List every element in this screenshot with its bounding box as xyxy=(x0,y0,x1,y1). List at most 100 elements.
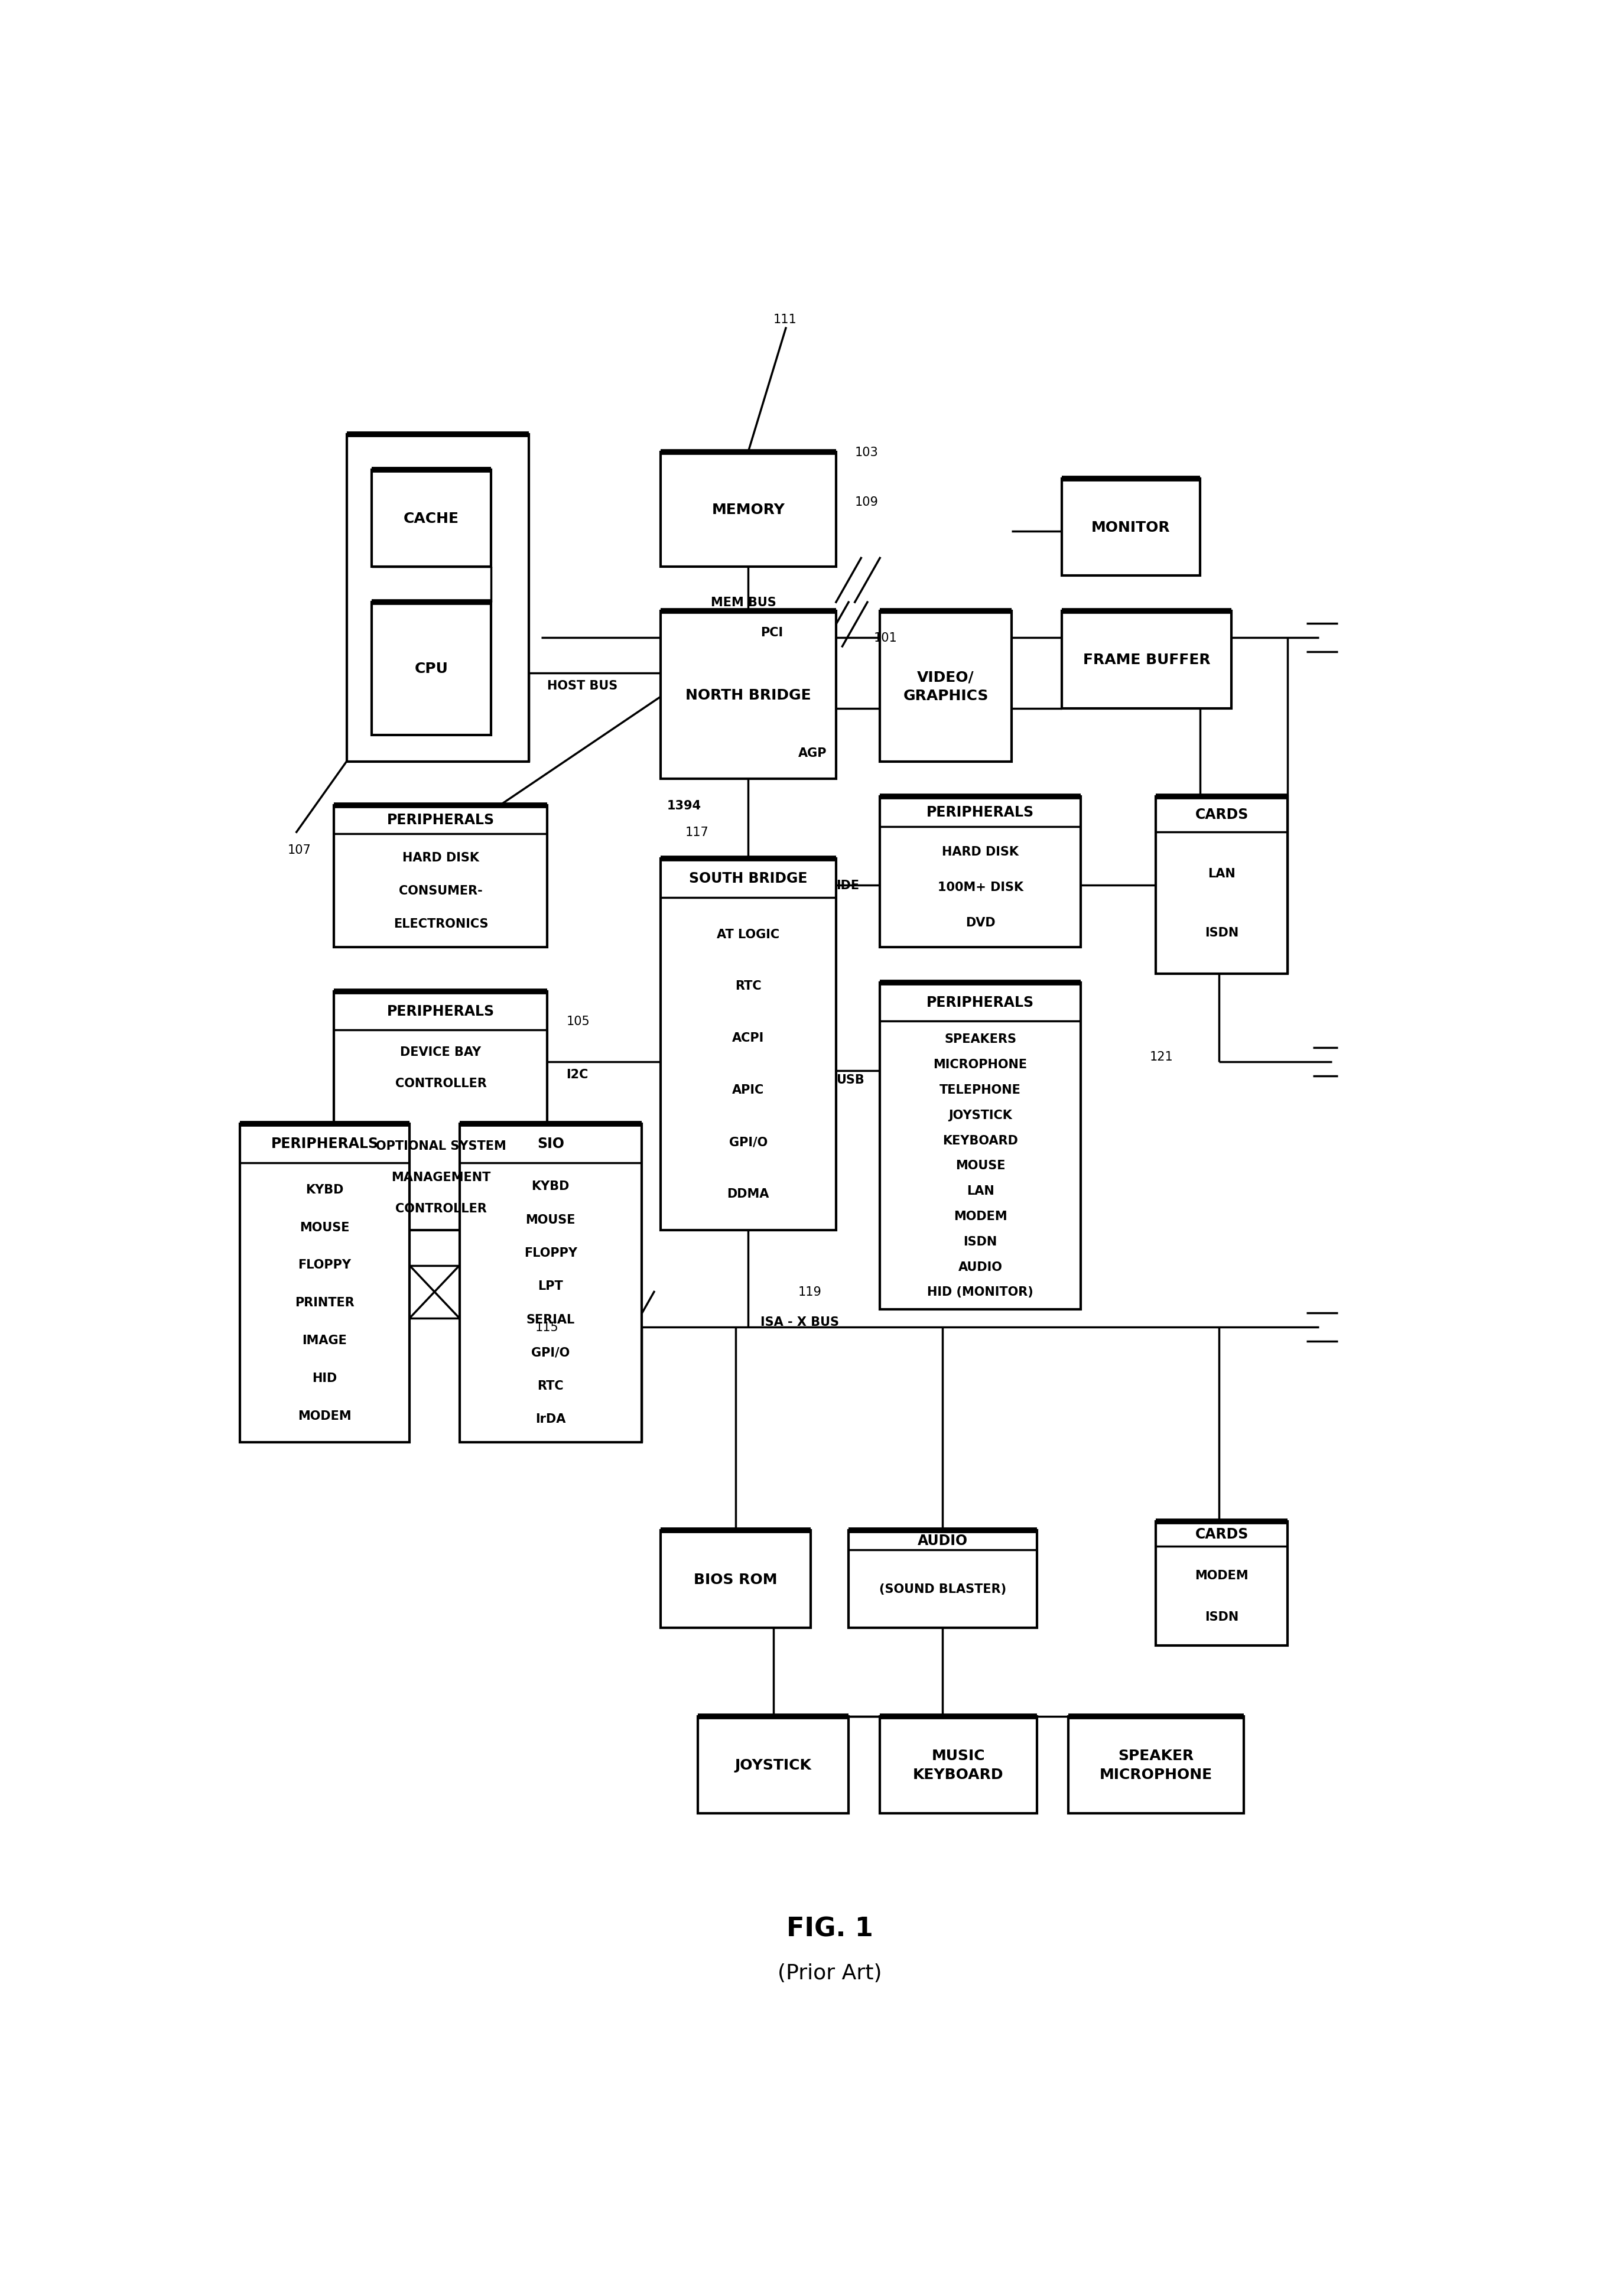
Text: OPTIONAL SYSTEM: OPTIONAL SYSTEM xyxy=(376,1141,507,1153)
Text: I2C: I2C xyxy=(567,1068,588,1081)
Text: CARDS: CARDS xyxy=(1195,808,1248,822)
Bar xyxy=(661,1531,811,1628)
Text: GPI/O: GPI/O xyxy=(531,1348,570,1359)
Bar xyxy=(1069,1717,1243,1814)
Text: DEVICE BAY: DEVICE BAY xyxy=(400,1047,481,1058)
Bar xyxy=(372,602,491,735)
Text: 111: 111 xyxy=(774,315,797,326)
Bar xyxy=(661,859,835,1231)
Text: HID: HID xyxy=(312,1373,337,1384)
Text: ISDN: ISDN xyxy=(1205,928,1239,939)
Text: FLOPPY: FLOPPY xyxy=(298,1258,351,1272)
Text: ELECTRONICS: ELECTRONICS xyxy=(393,918,489,930)
Text: PERIPHERALS: PERIPHERALS xyxy=(387,1003,494,1017)
Text: HARD DISK: HARD DISK xyxy=(403,852,479,863)
Text: IDE: IDE xyxy=(835,879,860,891)
Text: SPEAKER
MICROPHONE: SPEAKER MICROPHONE xyxy=(1099,1750,1213,1782)
Text: MODEM: MODEM xyxy=(298,1410,351,1421)
Text: 107: 107 xyxy=(288,845,311,856)
Text: MOUSE: MOUSE xyxy=(300,1221,350,1233)
Text: KEYBOARD: KEYBOARD xyxy=(942,1134,1018,1146)
Text: 1394: 1394 xyxy=(667,799,701,813)
Text: PRINTER: PRINTER xyxy=(295,1297,355,1309)
Text: 103: 103 xyxy=(855,445,879,459)
Text: FRAME BUFFER: FRAME BUFFER xyxy=(1083,652,1211,668)
Bar xyxy=(1156,797,1287,974)
Text: MOUSE: MOUSE xyxy=(955,1159,1005,1171)
Text: CARDS: CARDS xyxy=(1195,1527,1248,1541)
Text: PERIPHERALS: PERIPHERALS xyxy=(926,994,1035,1010)
Text: VIDEO/
GRAPHICS: VIDEO/ GRAPHICS xyxy=(903,670,989,703)
Text: KYBD: KYBD xyxy=(306,1182,343,1196)
Text: ISDN: ISDN xyxy=(963,1235,997,1247)
Text: 101: 101 xyxy=(874,631,897,643)
Text: MEMORY: MEMORY xyxy=(712,503,785,517)
Bar xyxy=(1062,611,1230,709)
Text: 121: 121 xyxy=(1149,1052,1174,1063)
Bar xyxy=(881,983,1081,1309)
Bar xyxy=(661,611,835,778)
Text: RTC: RTC xyxy=(538,1380,563,1391)
Text: 115: 115 xyxy=(534,1322,559,1334)
Text: AGP: AGP xyxy=(798,746,827,758)
Text: SERIAL: SERIAL xyxy=(526,1313,575,1325)
Text: BIOS ROM: BIOS ROM xyxy=(695,1573,777,1587)
Text: MUSIC
KEYBOARD: MUSIC KEYBOARD xyxy=(913,1750,1004,1782)
Text: LAN: LAN xyxy=(967,1185,994,1196)
Text: CONTROLLER: CONTROLLER xyxy=(395,1203,487,1215)
Text: 100M+ DISK: 100M+ DISK xyxy=(937,882,1023,893)
Text: PCI: PCI xyxy=(761,627,784,638)
Text: PERIPHERALS: PERIPHERALS xyxy=(387,813,494,827)
Text: CPU: CPU xyxy=(414,661,448,675)
Text: DDMA: DDMA xyxy=(727,1187,769,1201)
Bar xyxy=(661,452,835,567)
Text: FLOPPY: FLOPPY xyxy=(525,1247,576,1258)
Text: (Prior Art): (Prior Art) xyxy=(777,1963,882,1984)
Text: JOYSTICK: JOYSTICK xyxy=(949,1109,1012,1120)
Text: FIG. 1: FIG. 1 xyxy=(787,1915,873,1940)
Text: HARD DISK: HARD DISK xyxy=(942,845,1018,859)
Text: (SOUND BLASTER): (SOUND BLASTER) xyxy=(879,1584,1007,1596)
Bar xyxy=(240,1125,410,1442)
Text: IMAGE: IMAGE xyxy=(303,1334,346,1345)
Text: SIO: SIO xyxy=(538,1137,563,1150)
Text: SPEAKERS: SPEAKERS xyxy=(944,1033,1017,1045)
Text: 117: 117 xyxy=(685,827,709,838)
Bar xyxy=(881,1717,1036,1814)
Text: IrDA: IrDA xyxy=(536,1412,565,1426)
Text: PERIPHERALS: PERIPHERALS xyxy=(926,806,1035,820)
Text: SOUTH BRIDGE: SOUTH BRIDGE xyxy=(690,870,808,886)
Text: CONTROLLER: CONTROLLER xyxy=(395,1077,487,1088)
Text: RTC: RTC xyxy=(735,980,761,992)
Bar xyxy=(881,797,1081,948)
Text: MODEM: MODEM xyxy=(1195,1570,1248,1582)
Text: 119: 119 xyxy=(798,1286,822,1297)
Text: MOUSE: MOUSE xyxy=(526,1215,575,1226)
Text: NORTH BRIDGE: NORTH BRIDGE xyxy=(685,689,811,703)
Text: HID (MONITOR): HID (MONITOR) xyxy=(928,1286,1033,1297)
Text: AUDIO: AUDIO xyxy=(958,1261,1002,1272)
Bar xyxy=(460,1125,641,1442)
Text: JOYSTICK: JOYSTICK xyxy=(735,1759,811,1773)
Text: LAN: LAN xyxy=(1208,868,1235,879)
Text: USB: USB xyxy=(835,1075,865,1086)
Text: CACHE: CACHE xyxy=(403,512,460,526)
Text: ISDN: ISDN xyxy=(1205,1612,1239,1623)
Text: CONSUMER-: CONSUMER- xyxy=(398,884,482,898)
Text: 109: 109 xyxy=(855,496,879,507)
Text: APIC: APIC xyxy=(732,1084,764,1095)
Bar xyxy=(1062,480,1200,576)
Bar xyxy=(372,471,491,567)
Text: HOST BUS: HOST BUS xyxy=(547,680,618,691)
Bar xyxy=(334,992,547,1231)
Bar xyxy=(346,434,528,762)
Text: DVD: DVD xyxy=(965,916,996,928)
Text: PERIPHERALS: PERIPHERALS xyxy=(270,1137,379,1150)
Bar xyxy=(1156,1522,1287,1646)
Text: LPT: LPT xyxy=(538,1281,563,1293)
Bar xyxy=(881,611,1012,762)
Text: MODEM: MODEM xyxy=(954,1210,1007,1221)
Text: AT LOGIC: AT LOGIC xyxy=(717,928,779,939)
Text: 105: 105 xyxy=(567,1015,589,1029)
Text: GPI/O: GPI/O xyxy=(729,1137,767,1148)
